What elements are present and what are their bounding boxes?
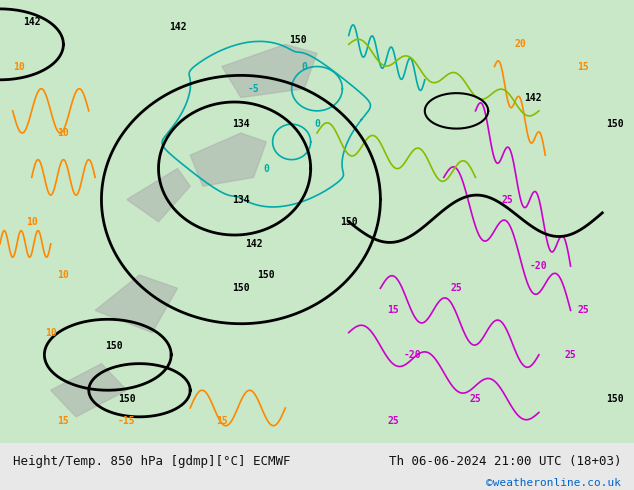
Text: 10: 10 xyxy=(58,128,69,138)
Text: 25: 25 xyxy=(578,305,589,316)
Text: 142: 142 xyxy=(23,17,41,27)
Text: 150: 150 xyxy=(105,341,123,351)
Text: 142: 142 xyxy=(169,22,186,32)
Text: 150: 150 xyxy=(257,270,275,280)
Polygon shape xyxy=(51,364,127,417)
Text: 0: 0 xyxy=(314,119,320,129)
Text: 134: 134 xyxy=(232,119,250,129)
Text: 25: 25 xyxy=(565,350,576,360)
Text: Height/Temp. 850 hPa [gdmp][°C] ECMWF: Height/Temp. 850 hPa [gdmp][°C] ECMWF xyxy=(13,455,290,467)
Text: 15: 15 xyxy=(58,416,69,426)
Text: 150: 150 xyxy=(340,217,358,227)
Text: -15: -15 xyxy=(118,416,136,426)
Text: 150: 150 xyxy=(606,119,624,129)
Polygon shape xyxy=(95,275,178,333)
Text: -5: -5 xyxy=(248,84,259,94)
Text: 20: 20 xyxy=(514,39,526,49)
Polygon shape xyxy=(127,169,190,221)
Text: 10: 10 xyxy=(26,217,37,227)
Text: 142: 142 xyxy=(245,239,262,249)
Text: 150: 150 xyxy=(232,283,250,293)
Polygon shape xyxy=(222,44,317,98)
Text: 15: 15 xyxy=(387,305,399,316)
Text: 0: 0 xyxy=(263,164,269,173)
Text: 142: 142 xyxy=(524,93,541,102)
Text: 150: 150 xyxy=(118,394,136,404)
Text: 10: 10 xyxy=(13,62,25,72)
Text: ©weatheronline.co.uk: ©weatheronline.co.uk xyxy=(486,478,621,488)
Text: 10: 10 xyxy=(45,328,56,338)
Text: 15: 15 xyxy=(216,416,228,426)
Text: 25: 25 xyxy=(470,394,481,404)
Polygon shape xyxy=(190,133,266,186)
Text: 10: 10 xyxy=(58,270,69,280)
Text: Th 06-06-2024 21:00 UTC (18+03): Th 06-06-2024 21:00 UTC (18+03) xyxy=(389,455,621,467)
Text: 25: 25 xyxy=(501,195,513,204)
Text: 15: 15 xyxy=(578,62,589,72)
Text: 134: 134 xyxy=(232,195,250,204)
Text: 25: 25 xyxy=(451,283,462,293)
Text: -20: -20 xyxy=(403,350,421,360)
Text: 0: 0 xyxy=(301,62,307,72)
Text: 150: 150 xyxy=(606,394,624,404)
Text: 150: 150 xyxy=(289,35,307,45)
Text: 25: 25 xyxy=(387,416,399,426)
Text: -20: -20 xyxy=(530,261,548,271)
